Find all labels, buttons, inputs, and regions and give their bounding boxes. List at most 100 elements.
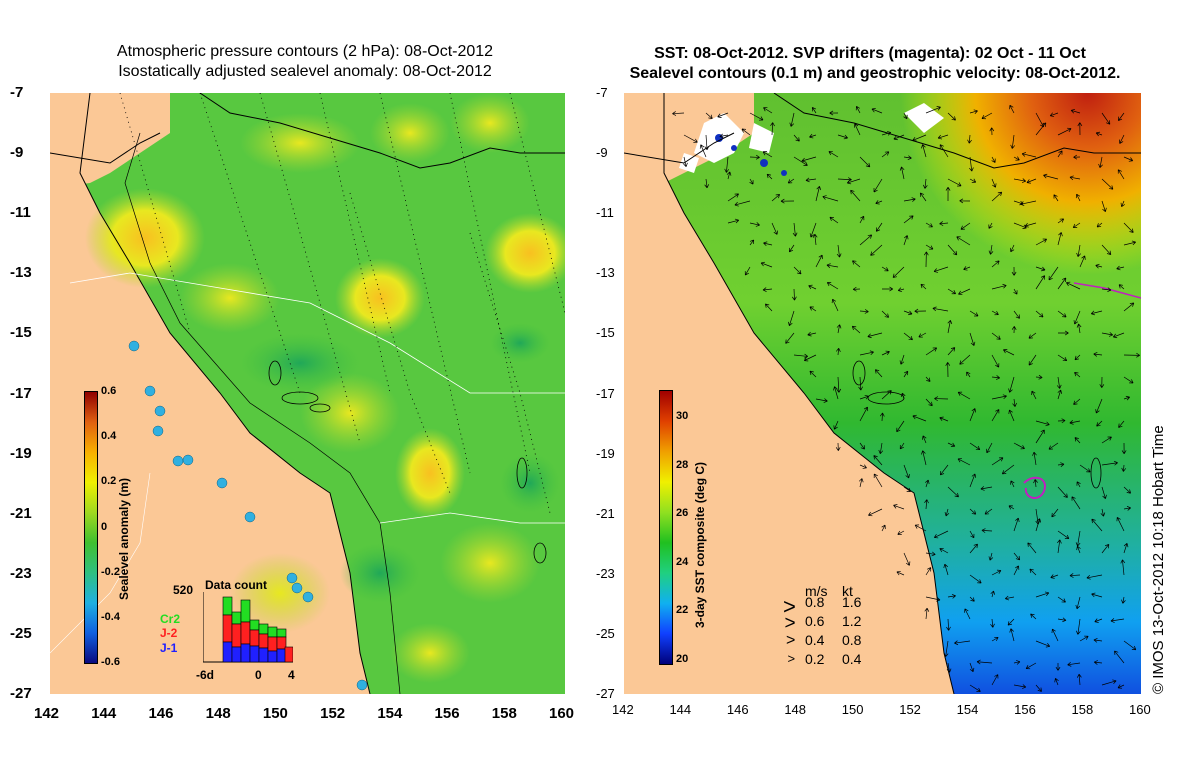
right-y-tick: -11 xyxy=(596,205,614,221)
velocity-arrow xyxy=(1123,352,1140,358)
left-y-tick: -21 xyxy=(10,504,32,522)
velocity-arrow xyxy=(1074,372,1081,378)
sealevel-colorbar-tick: 0.4 xyxy=(101,430,117,443)
velocity-arrow xyxy=(1076,673,1082,686)
left-y-tick: -9 xyxy=(10,144,24,162)
velocity-arrow xyxy=(947,244,958,256)
velocity-arrow xyxy=(991,569,1002,576)
velocity-arrow xyxy=(836,244,842,258)
velocity-arrow xyxy=(1035,374,1043,380)
velocity-arrow xyxy=(1035,238,1047,246)
velocity-arrow xyxy=(1112,332,1125,339)
velocity-arrow xyxy=(1020,200,1037,206)
velocity-arrow xyxy=(741,128,751,136)
velocity-arrow xyxy=(879,412,885,422)
velocity-arrow xyxy=(1101,244,1112,255)
velocity-legend-ms: 0.6 xyxy=(805,613,825,629)
velocity-arrow xyxy=(763,241,773,247)
velocity-arrow xyxy=(1048,442,1059,450)
velocity-arrow xyxy=(925,551,936,557)
left-y-tick: -23 xyxy=(10,564,32,582)
velocity-arrow xyxy=(1054,678,1059,686)
velocity-arrow xyxy=(1035,684,1042,692)
sst-colorbar-tick: 28 xyxy=(676,458,689,471)
velocity-arrow xyxy=(1013,660,1021,665)
velocity-arrow xyxy=(1116,516,1125,532)
left-x-tick: 160 xyxy=(549,705,575,722)
sst-colorbar-tick: 26 xyxy=(676,507,689,519)
velocity-arrow xyxy=(1123,395,1130,401)
velocity-arrow xyxy=(921,144,927,158)
velocity-arrow xyxy=(969,543,978,554)
velocity-arrow xyxy=(1053,194,1059,202)
right-y-tick: -9 xyxy=(596,145,608,161)
velocity-arrow xyxy=(1012,398,1017,407)
velocity-arrow xyxy=(1043,173,1059,180)
velocity-arrow xyxy=(1013,517,1020,532)
velocity-arrow xyxy=(859,464,867,469)
right-y-tick: -17 xyxy=(596,385,615,401)
sealevel-anomaly-map xyxy=(50,93,565,694)
velocity-arrow xyxy=(922,178,928,189)
data-count-max-label: 520 xyxy=(173,583,194,597)
velocity-arrow xyxy=(969,508,977,515)
velocity-arrow xyxy=(1013,684,1027,689)
velocity-arrow xyxy=(1090,310,1103,316)
velocity-arrow xyxy=(991,674,999,686)
velocity-arrow xyxy=(1035,310,1044,318)
velocity-arrow xyxy=(1008,409,1015,422)
velocity-arrow xyxy=(903,112,908,120)
velocity-arrow xyxy=(1121,464,1127,472)
velocity-arrow xyxy=(1086,574,1103,580)
velocity-arrow xyxy=(1031,390,1037,400)
velocity-legend-ms: 0.4 xyxy=(805,632,825,648)
velocity-arrow xyxy=(925,479,930,488)
velocity-arrow xyxy=(749,154,760,160)
velocity-arrow xyxy=(947,288,957,295)
velocity-arrow xyxy=(1116,265,1125,271)
velocity-arrow xyxy=(1029,568,1037,576)
velocity-arrow xyxy=(1098,156,1103,168)
velocity-arrow xyxy=(1035,518,1042,532)
velocity-arrow xyxy=(925,398,933,407)
velocity-arrow xyxy=(963,266,971,271)
velocity-arrow xyxy=(969,530,975,539)
velocity-arrow xyxy=(878,442,884,454)
velocity-arrow xyxy=(925,244,934,250)
velocity-arrow xyxy=(807,331,817,337)
right-x-tick: 158 xyxy=(1071,702,1094,717)
velocity-arrow xyxy=(945,186,951,202)
left-x-tick: 158 xyxy=(491,705,517,722)
velocity-arrow xyxy=(914,524,927,532)
velocity-arrow xyxy=(859,394,869,400)
left-x-tick: 150 xyxy=(262,705,288,722)
right-y-tick: -13 xyxy=(596,265,615,281)
velocity-arrow xyxy=(792,222,798,237)
velocity-arrow xyxy=(815,254,823,268)
velocity-arrow xyxy=(835,442,841,451)
velocity-arrow xyxy=(787,178,795,184)
sealevel-anomaly-colorbar xyxy=(84,391,98,664)
velocity-arrow xyxy=(1057,596,1066,603)
sealevel-colorbar-tick: 0 xyxy=(101,520,108,533)
right-x-tick: 144 xyxy=(669,702,692,717)
velocity-arrow xyxy=(947,112,956,121)
velocity-arrow xyxy=(892,266,905,278)
left-x-tick: 156 xyxy=(434,705,460,722)
velocity-arrow xyxy=(989,127,995,136)
velocity-arrow xyxy=(903,197,916,202)
left-title-line2: Isostatically adjusted sealevel anomaly:… xyxy=(118,63,492,80)
velocity-arrow xyxy=(1049,112,1059,117)
velocity-arrow xyxy=(921,450,927,466)
velocity-arrow xyxy=(918,332,927,338)
velocity-arrow xyxy=(826,263,839,268)
velocity-arrow xyxy=(1120,200,1125,207)
velocity-arrow xyxy=(903,215,914,224)
velocity-arrow xyxy=(896,420,905,433)
velocity-arrow xyxy=(1056,376,1062,389)
velocity-arrow xyxy=(1120,559,1126,576)
velocity-arrow xyxy=(969,109,978,114)
velocity-legend-arrow-icon: > xyxy=(786,632,796,649)
velocity-arrow xyxy=(1101,200,1107,212)
velocity-arrow xyxy=(734,200,751,207)
